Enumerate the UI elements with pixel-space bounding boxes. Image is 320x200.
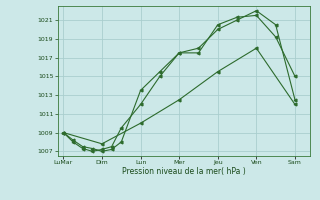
- X-axis label: Pression niveau de la mer( hPa ): Pression niveau de la mer( hPa ): [122, 167, 246, 176]
